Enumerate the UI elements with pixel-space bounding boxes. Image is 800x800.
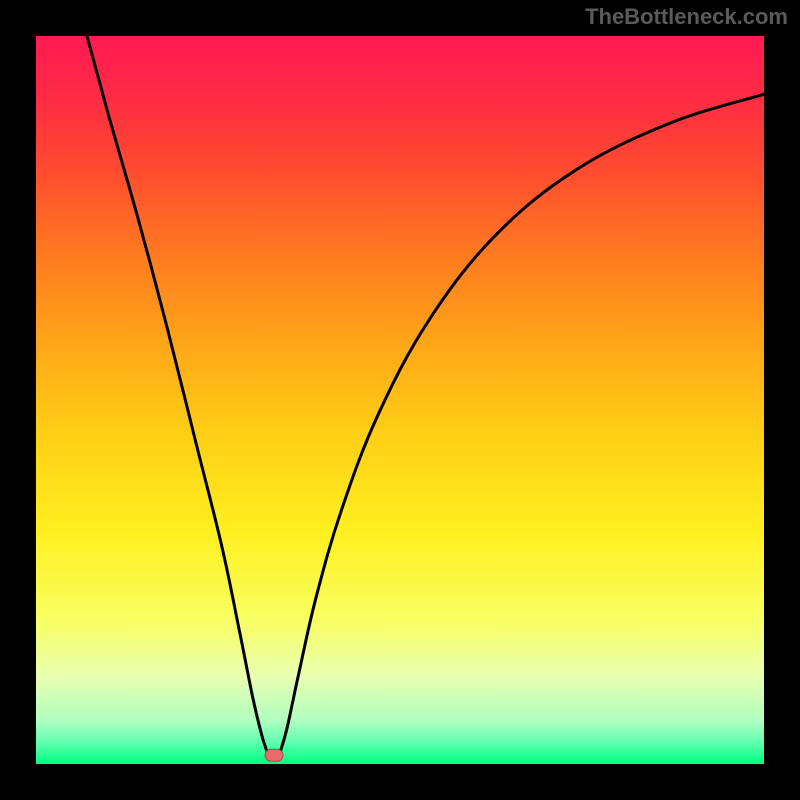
cusp-marker: [265, 749, 283, 761]
chart-container: TheBottleneck.com: [0, 0, 800, 800]
chart-svg: [0, 0, 800, 800]
watermark-text: TheBottleneck.com: [585, 4, 788, 30]
plot-background: [36, 36, 764, 764]
